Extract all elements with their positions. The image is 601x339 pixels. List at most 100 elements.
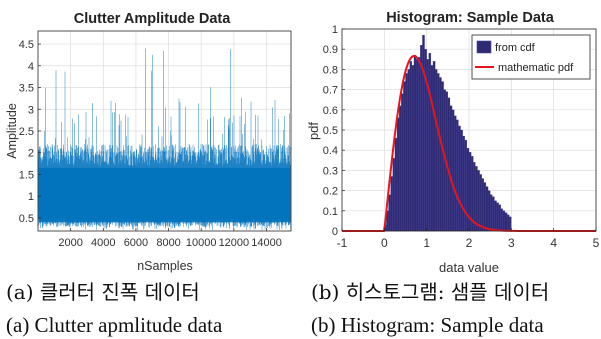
histogram-bar (464, 139, 468, 232)
chart-b-ytick-label: 0.2 (323, 186, 338, 198)
chart-a-ytick-label: 2 (28, 148, 34, 160)
histogram-bar (392, 158, 396, 232)
chart-b-ytick-label: 0.9 (323, 44, 338, 56)
histogram-bar (441, 81, 444, 232)
histogram-bar (403, 81, 406, 232)
histogram-bar (487, 190, 491, 232)
chart-b-ticks: -1 0 1 2 3 4 500.10.20.30.40.50.60.70.80.91 (323, 24, 600, 250)
histogram-bar (388, 194, 391, 232)
histogram-bar (396, 117, 400, 232)
chart-b-xtick-label: -1 (337, 236, 348, 250)
histogram-bar (475, 166, 478, 232)
histogram-bar (449, 105, 453, 232)
chart-a-xtick-label: 2000 (58, 237, 82, 249)
chart-b-xtick-label: 5 (593, 236, 600, 250)
histogram-bar (485, 186, 489, 232)
caption-a-korean: (a) 클러터 진폭 데이터 (6, 280, 200, 304)
histogram-bar (506, 214, 510, 232)
histogram-bar (451, 109, 455, 232)
histogram-bar (454, 115, 457, 232)
histogram-bar (502, 210, 506, 232)
chart-a-ytick-label: 4 (28, 61, 34, 73)
histogram-bar (498, 204, 501, 232)
chart-a-ytick-label: 0.5 (19, 213, 34, 225)
chart-b-ytick-label: 0.1 (323, 206, 338, 218)
chart-a-ytick-label: 1.5 (19, 169, 34, 181)
chart-b-xtick-label: 1 (423, 236, 430, 250)
chart-b-ytick-label: 0.3 (323, 165, 338, 177)
histogram-bar (411, 65, 415, 232)
histogram-bar (415, 59, 419, 232)
chart-a-ticks: 2000 4000 6000 8000 10000 12000 14000 0.5 1 1.5 2 2… (19, 39, 282, 249)
chart-a-xtick-label: 10000 (186, 237, 217, 249)
histogram-bar (413, 55, 417, 232)
chart-b-legend: from cdf mathematic pdf (471, 34, 591, 80)
histogram-bar (394, 137, 398, 232)
histogram-bar (479, 174, 482, 232)
chart-b-ylabel: pdf (306, 122, 321, 140)
histogram-bar (483, 182, 487, 232)
histogram-bar (481, 178, 484, 232)
chart-b-xtick-label: 4 (550, 236, 557, 250)
histogram-bar (430, 65, 434, 232)
chart-a-title: Clutter Amplitude Data (74, 11, 231, 27)
chart-a-ytick-label: 1 (28, 191, 34, 203)
chart-a-ytick-label: 3 (28, 104, 34, 116)
chart-b-xtick-label: 2 (466, 236, 473, 250)
histogram-bar (494, 200, 497, 232)
chart-b-ytick-label: 0.8 (323, 64, 338, 76)
legend-swatch-from-cdf (476, 40, 492, 54)
histogram-bar (407, 69, 410, 232)
caption-a-english: (a) Clutter apmlitude data (6, 313, 223, 337)
chart-b-ytick-label: 0.7 (323, 85, 338, 97)
chart-a-xtick-label: 6000 (124, 237, 148, 249)
histogram-bar (409, 61, 413, 232)
histogram-bar (439, 77, 442, 232)
chart-a-xlabel: nSamples (137, 259, 193, 273)
histogram-bar (398, 105, 402, 232)
histogram-bar (420, 45, 423, 232)
chart-b-title: Histogram: Sample Data (386, 10, 555, 26)
chart-b-ytick-label: 1 (332, 24, 338, 36)
chart-a-xtick-label: 12000 (219, 237, 250, 249)
histogram-bar (437, 73, 440, 232)
chart-a-xtick-label: 4000 (91, 237, 115, 249)
chart-a-signal (37, 48, 291, 231)
chart-a-ylabel: Amplitude (5, 103, 19, 159)
chart-b-ytick-label: 0.5 (323, 125, 338, 137)
histogram-bar (456, 119, 459, 232)
legend-entry-mathematic-pdf: mathematic pdf (498, 62, 574, 74)
histogram-bar (422, 34, 425, 232)
histogram-bar (490, 194, 493, 232)
chart-b-xtick-label: 0 (381, 236, 388, 250)
histogram-bar (500, 208, 504, 232)
chart-b-xtick-label: 3 (508, 236, 515, 250)
histogram-bar (405, 73, 408, 232)
histogram-chart: Histogram: Sample Data -1 0 1 2 3 4 500.10.20.… (306, 10, 600, 275)
chart-a-ytick-label: 3.5 (19, 83, 34, 95)
histogram-bar (477, 170, 480, 232)
caption-b-english: (b) Histogram: Sample data (311, 313, 544, 337)
histogram-bar (504, 212, 508, 232)
chart-a-ytick-label: 2.5 (19, 126, 34, 138)
histogram-bar (460, 129, 463, 232)
legend-entry-from-cdf: from cdf (495, 42, 536, 54)
chart-b-ytick-label: 0.4 (323, 145, 338, 157)
histogram-bar (447, 97, 451, 232)
chart-b-xlabel: data value (439, 260, 499, 275)
chart-a-signal-core (39, 167, 290, 223)
chart-b-ytick-label: 0 (332, 226, 338, 238)
chart-a-ytick-label: 4.5 (19, 39, 34, 51)
histogram-bar (401, 93, 404, 232)
histogram-bar (496, 202, 499, 232)
caption-b-korean: (b) 히스토그램: 샘플 데이터 (311, 280, 550, 304)
histogram-bar (466, 148, 470, 232)
chart-a-xtick-label: 14000 (251, 237, 282, 249)
histogram-bar (434, 69, 438, 232)
legend-box (471, 34, 591, 80)
chart-a-xtick-label: 8000 (156, 237, 180, 249)
histogram-bar (462, 135, 465, 232)
histogram-bar (390, 176, 393, 232)
histogram-bar (428, 53, 432, 232)
